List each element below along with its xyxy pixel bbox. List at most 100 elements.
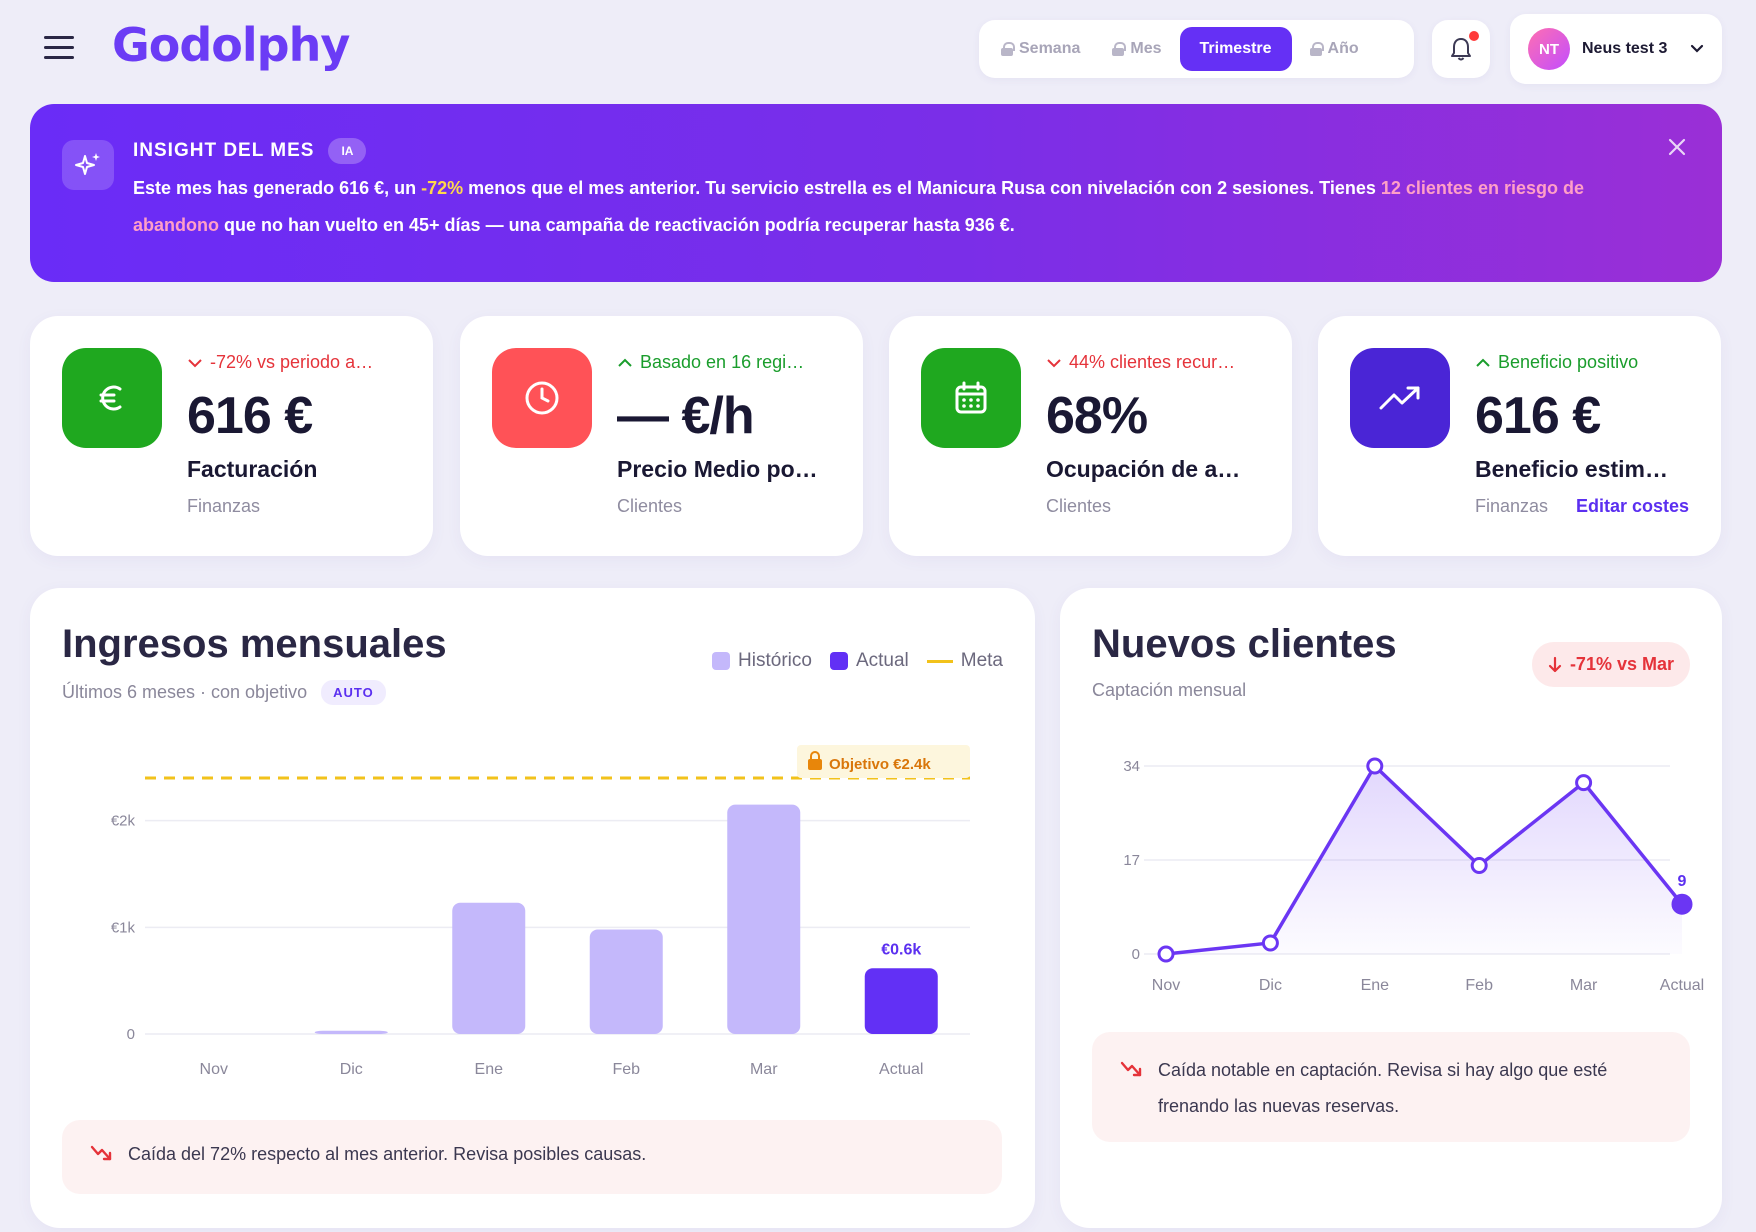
- calendar-icon: [921, 348, 1021, 448]
- chevron-down-icon: [1690, 44, 1704, 53]
- chevron-down-icon: [188, 358, 202, 367]
- area-fill: [1166, 766, 1682, 954]
- lock-icon: [1309, 42, 1324, 56]
- insight-risk-link[interactable]: 12 clientes en riesgo de abandono: [133, 178, 1584, 235]
- avatar: NT: [1528, 28, 1570, 70]
- clients-title: Nuevos clientes: [1092, 622, 1397, 666]
- kpi-card-ocupacion[interactable]: 44% clientes recur… 68% Ocupación de a… …: [889, 316, 1292, 556]
- insight-star-service: Manicura Rusa con nivelación: [917, 178, 1176, 198]
- trending-up-icon: [1350, 348, 1450, 448]
- data-point: [1261, 934, 1279, 952]
- kpi-trend: 44% clientes recur…: [1046, 352, 1235, 373]
- bar: [452, 902, 526, 1034]
- kpi-trend: Beneficio positivo: [1475, 352, 1638, 373]
- period-switch: Semana Mes Trimestre Año: [979, 20, 1414, 78]
- chevron-up-icon: [618, 358, 632, 367]
- notification-dot: [1469, 31, 1479, 41]
- actual-value-label: €0.6k: [881, 941, 921, 958]
- x-tick-label: Dic: [340, 1061, 363, 1078]
- insight-text: Este mes has generado 616 €, un -72% men…: [133, 170, 1623, 244]
- revenue-title: Ingresos mensuales: [62, 622, 447, 666]
- notifications-button[interactable]: [1432, 20, 1490, 78]
- brand-logo[interactable]: Godolphy: [112, 18, 350, 72]
- legend-historic[interactable]: Histórico: [712, 650, 812, 672]
- kpi-trend: -72% vs periodo a…: [187, 352, 373, 373]
- x-tick-label: Feb: [1465, 977, 1493, 994]
- user-menu[interactable]: NT Neus test 3: [1510, 14, 1722, 84]
- kpi-value: 68%: [1046, 387, 1148, 445]
- kpi-card-precio-medio[interactable]: Basado en 16 regi… — €/h Precio Medio po…: [460, 316, 863, 556]
- legend-label: Histórico: [738, 650, 812, 671]
- period-mes-button[interactable]: Mes: [1098, 27, 1175, 71]
- series-line: [1165, 764, 1684, 956]
- trending-down-icon: [90, 1145, 112, 1161]
- legend-swatch: [829, 652, 848, 670]
- lock-icon: [1001, 42, 1015, 56]
- kpi-label: Facturación: [187, 456, 318, 482]
- edit-costs-link[interactable]: Editar costes: [1575, 496, 1689, 516]
- kpi-trend-text: Beneficio positivo: [1498, 352, 1639, 372]
- bar: [314, 1030, 388, 1034]
- trending-down-icon: [1120, 1061, 1142, 1077]
- kpi-label: Precio Medio po…: [617, 456, 818, 482]
- kpi-card-facturacion[interactable]: -72% vs periodo a… 616 € Facturación Fin…: [30, 316, 433, 556]
- clients-delta-badge: -71% vs Mar: [1531, 642, 1690, 687]
- clients-card: Nuevos clientes Captación mensual -71% v…: [1060, 588, 1722, 1228]
- end-value-label: 9: [1678, 873, 1687, 890]
- euro-icon: [62, 348, 162, 448]
- insight-text-part: menos que el mes anterior. Tu servicio e…: [463, 178, 918, 198]
- insight-banner: INSIGHT DEL MES IA Este mes has generado…: [30, 104, 1722, 282]
- bell-icon: [1451, 38, 1471, 61]
- insight-title: INSIGHT DEL MES: [133, 140, 315, 161]
- data-point: [1470, 857, 1488, 875]
- data-point: [1157, 945, 1175, 963]
- y-tick-label: 0: [127, 1026, 135, 1043]
- period-ano-button[interactable]: Año: [1296, 27, 1373, 71]
- x-tick-label: Mar: [1570, 977, 1598, 994]
- y-tick-label: €1k: [111, 919, 136, 936]
- x-tick-label: Mar: [750, 1061, 778, 1078]
- clients-subtitle-text: Captación mensual: [1092, 680, 1247, 700]
- menu-icon[interactable]: [44, 36, 74, 60]
- revenue-chart: 0 €1k €2k Nov Dic Ene Feb Mar Actual Objetivo €2.…: [111, 745, 970, 1078]
- period-trimestre-button[interactable]: Trimestre: [1179, 27, 1292, 71]
- arrow-down-icon: [1548, 656, 1562, 672]
- insight-recovery: 936 €: [964, 215, 1010, 235]
- kpi-value: — €/h: [617, 387, 755, 445]
- insight-percent: -72%: [421, 178, 464, 198]
- clients-chart: 0 17 34 Nov Dic Ene Feb Mar Actual 9: [1123, 757, 1704, 994]
- clock-icon: [492, 348, 592, 448]
- clients-subtitle: Captación mensual: [1092, 680, 1246, 701]
- insight-text-part: .: [1009, 215, 1015, 235]
- insight-text-part: que no han vuelto en 45+ días — una camp…: [219, 215, 965, 235]
- clients-alert: Caída notable en captación. Revisa si ha…: [1092, 1032, 1690, 1142]
- lock-icon: [810, 751, 820, 759]
- legend-actual[interactable]: Actual: [829, 650, 909, 672]
- goal-label-bg: [797, 745, 970, 778]
- kpi-category: Clientes: [1046, 496, 1112, 516]
- legend-label: Actual: [855, 650, 909, 671]
- clients-alert-text: Caída notable en captación. Revisa si ha…: [1158, 1060, 1608, 1116]
- legend-label: Meta: [960, 650, 1003, 671]
- legend-swatch: [926, 659, 953, 663]
- period-semana-button[interactable]: Semana: [987, 27, 1094, 71]
- period-label: Año: [1327, 40, 1359, 57]
- close-icon[interactable]: [1668, 138, 1686, 156]
- x-tick-label: Nov: [200, 1061, 228, 1078]
- kpi-label: Beneficio estim…: [1475, 456, 1668, 482]
- kpi-value: 616 €: [187, 387, 313, 445]
- kpi-card-beneficio[interactable]: Beneficio positivo 616 € Beneficio estim…: [1318, 316, 1721, 556]
- sparkles-icon: [62, 140, 114, 190]
- y-tick-label: €2k: [111, 813, 136, 830]
- revenue-legend: Histórico Actual Meta: [712, 650, 1003, 672]
- x-tick-label: Actual: [879, 1061, 923, 1078]
- user-name: Neus test 3: [1582, 40, 1668, 57]
- auto-badge: AUTO: [321, 680, 386, 705]
- kpi-trend: Basado en 16 regi…: [617, 352, 804, 373]
- revenue-subtitle: Últimos 6 meses · con objetivo AUTO: [62, 680, 386, 705]
- revenue-subtitle-text: Últimos 6 meses · con objetivo: [62, 682, 308, 702]
- legend-goal[interactable]: Meta: [926, 650, 1003, 672]
- y-tick-label: 17: [1123, 852, 1140, 869]
- clients-delta-text: -71% vs Mar: [1569, 654, 1674, 674]
- x-tick-label: Nov: [1152, 977, 1180, 994]
